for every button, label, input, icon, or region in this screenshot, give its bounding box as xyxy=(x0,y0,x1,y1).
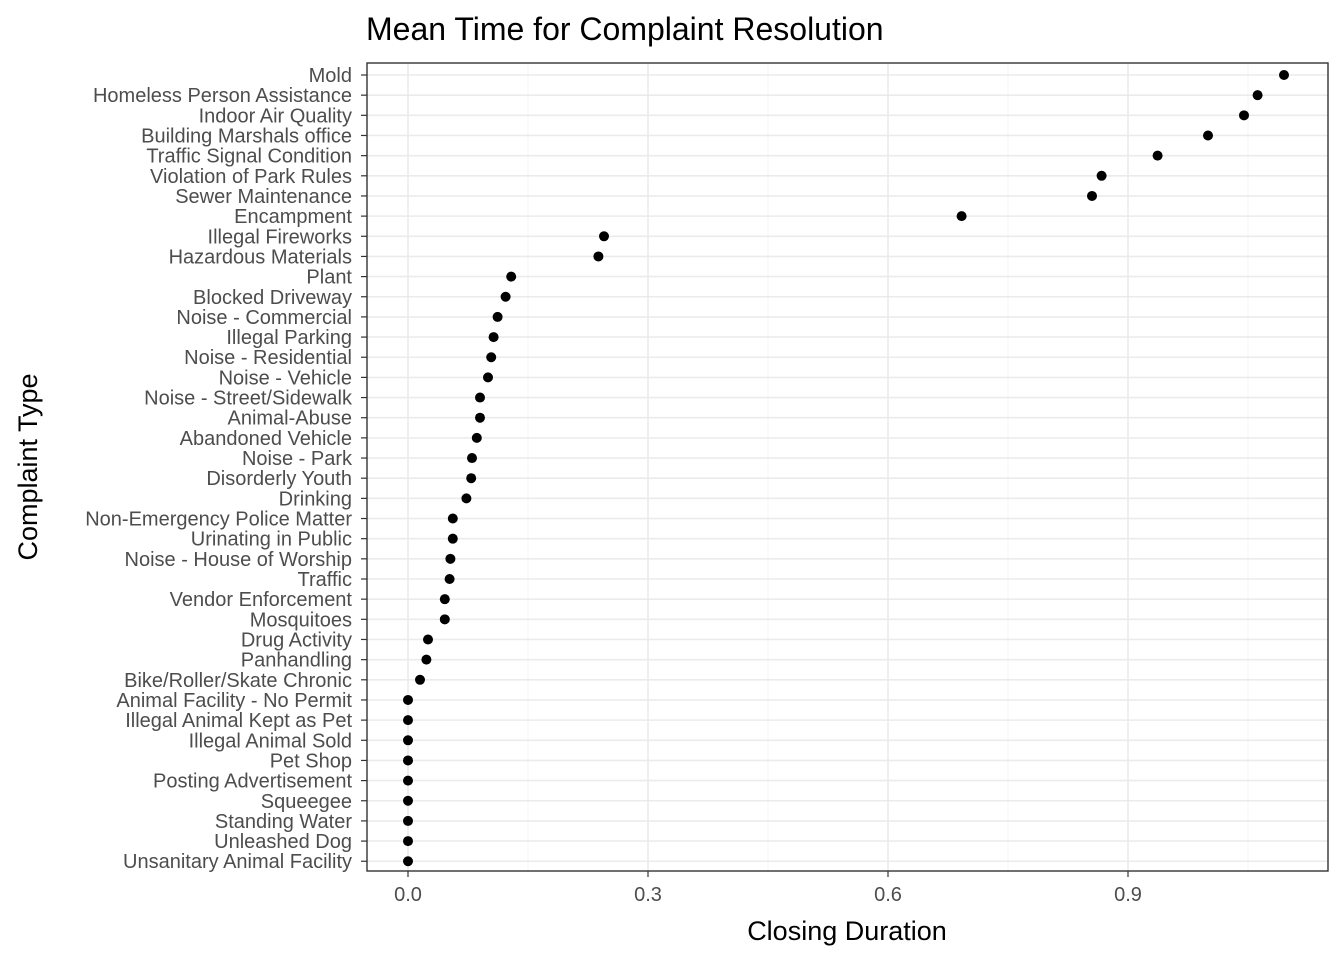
y-tick-label: Non-Emergency Police Matter xyxy=(85,509,352,531)
data-point xyxy=(403,694,413,705)
data-point xyxy=(506,271,517,282)
y-tick-label: Mold xyxy=(309,65,352,87)
y-axis-title: Complaint Type xyxy=(13,373,43,560)
data-point xyxy=(461,493,472,504)
y-tick-label: Mosquitoes xyxy=(250,609,352,631)
y-tick-label: Traffic Signal Condition xyxy=(146,146,352,168)
data-point xyxy=(1087,190,1097,201)
data-point xyxy=(415,674,425,685)
data-point xyxy=(467,453,477,464)
y-tick-label: Noise - Park xyxy=(242,448,353,470)
y-tick-label: Drinking xyxy=(279,488,352,510)
y-tick-label: Bike/Roller/Skate Chronic xyxy=(124,670,352,692)
data-point xyxy=(956,211,967,222)
data-point xyxy=(403,836,413,847)
y-tick-label: Indoor Air Quality xyxy=(199,105,352,127)
y-tick-label: Hazardous Materials xyxy=(169,246,352,268)
x-tick-label: 0.3 xyxy=(634,884,662,906)
y-tick-label: Encampment xyxy=(234,206,352,228)
y-tick-label: Plant xyxy=(306,267,352,289)
x-axis-title: Closing Duration xyxy=(747,916,947,946)
data-point xyxy=(1203,130,1213,141)
y-tick-label: Disorderly Youth xyxy=(206,468,352,490)
data-point xyxy=(488,332,499,343)
data-point xyxy=(447,513,458,524)
y-tick-label: Pet Shop xyxy=(270,750,352,772)
data-point xyxy=(466,473,477,484)
data-point xyxy=(403,755,413,766)
data-point xyxy=(444,574,455,584)
y-tick-label: Squeegee xyxy=(261,791,352,813)
y-tick-label: Illegal Animal Kept as Pet xyxy=(125,710,352,732)
data-point xyxy=(403,715,413,726)
y-tick-label: Standing Water xyxy=(215,811,352,833)
data-point xyxy=(447,533,458,544)
y-tick-label: Building Marshals office xyxy=(141,125,352,147)
y-tick-label: Vendor Enforcement xyxy=(170,589,353,611)
y-tick-label: Noise - Commercial xyxy=(176,307,352,329)
data-point xyxy=(403,775,413,786)
data-point xyxy=(599,231,609,242)
data-point xyxy=(403,735,413,746)
y-tick-label: Abandoned Vehicle xyxy=(180,428,352,450)
x-tick-label: 0.0 xyxy=(394,884,422,906)
y-tick-label: Sewer Maintenance xyxy=(175,186,352,208)
y-tick-label: Traffic xyxy=(298,569,352,591)
data-point xyxy=(439,614,450,625)
y-tick-label: Noise - House of Worship xyxy=(125,549,353,571)
data-point xyxy=(492,311,503,322)
data-points xyxy=(403,70,1289,867)
y-tick-label: Panhandling xyxy=(241,650,352,672)
y-tick-label: Animal-Abuse xyxy=(227,408,352,430)
y-tick-label: Drug Activity xyxy=(241,629,352,651)
x-tick-label: 0.6 xyxy=(874,884,902,906)
data-point xyxy=(486,352,497,363)
y-tick-label: Noise - Residential xyxy=(184,347,352,369)
x-axis: 0.0 0.3 0.6 0.9 xyxy=(394,871,1142,906)
y-tick-label: Violation of Park Rules xyxy=(150,166,352,188)
y-tick-label: Unleashed Dog xyxy=(214,831,352,853)
data-point xyxy=(1152,150,1163,161)
data-point xyxy=(500,291,511,302)
gridlines xyxy=(367,63,1328,871)
y-tick-label: Posting Advertisement xyxy=(153,771,352,793)
data-point xyxy=(403,795,413,806)
data-point xyxy=(421,654,432,665)
y-tick-label: Unsanitary Animal Facility xyxy=(123,851,352,873)
y-tick-label: Blocked Driveway xyxy=(193,287,352,309)
y-tick-label: Animal Facility - No Permit xyxy=(116,690,352,712)
panel-border xyxy=(366,62,1329,872)
data-point xyxy=(483,372,493,383)
data-point xyxy=(475,392,485,403)
y-tick-label: Illegal Fireworks xyxy=(208,226,352,248)
data-point xyxy=(475,412,485,423)
data-point xyxy=(1279,70,1289,80)
y-tick-label: Urinating in Public xyxy=(191,529,352,551)
y-tick-label: Homeless Person Assistance xyxy=(93,85,352,107)
y-tick-label: Illegal Parking xyxy=(226,327,352,349)
chart-title: Mean Time for Complaint Resolution xyxy=(366,11,884,47)
data-point xyxy=(423,634,433,645)
plot-panel xyxy=(366,62,1329,872)
data-point xyxy=(1096,170,1107,181)
x-tick-label: 0.9 xyxy=(1114,884,1142,906)
y-tick-label: Noise - Street/Sidewalk xyxy=(144,388,353,410)
data-point xyxy=(445,553,456,564)
y-tick-label: Illegal Animal Sold xyxy=(189,730,352,752)
data-point xyxy=(403,815,413,826)
data-point xyxy=(471,432,482,443)
y-tick-label: Noise - Vehicle xyxy=(219,367,352,389)
data-point xyxy=(1239,110,1249,121)
data-point xyxy=(593,251,604,262)
data-point xyxy=(1252,90,1263,101)
data-point xyxy=(403,856,413,867)
data-point xyxy=(439,594,450,605)
